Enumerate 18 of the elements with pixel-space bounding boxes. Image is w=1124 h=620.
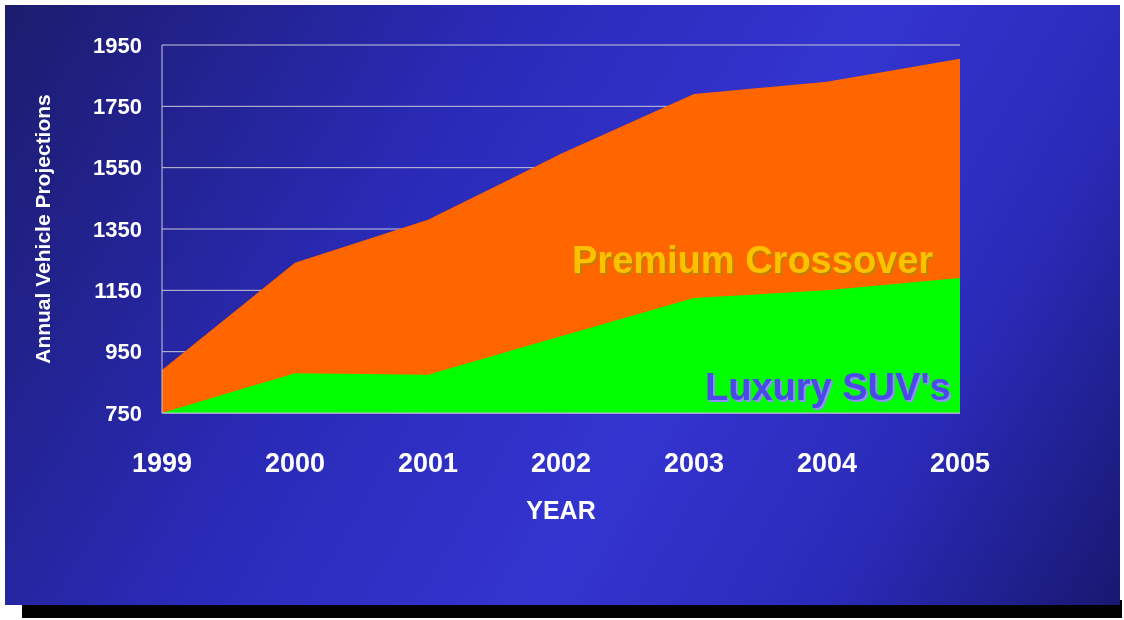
y-tick-label: 1550: [93, 155, 142, 181]
x-tick-label: 2004: [796, 448, 858, 479]
y-axis-title: Annual Vehicle Projections: [31, 94, 55, 364]
x-tick-label: 2000: [264, 448, 326, 479]
y-tick-label: 1950: [93, 32, 142, 58]
series-label: Premium Crossover: [572, 239, 934, 281]
x-tick-label: 2003: [663, 448, 725, 479]
y-tick-label: 950: [105, 339, 142, 365]
x-tick-label: 2002: [530, 448, 592, 479]
x-axis-title: YEAR: [526, 495, 596, 524]
y-tick-label: 750: [105, 400, 142, 426]
x-tick-label: 2001: [397, 448, 459, 479]
x-tick-label: 2005: [929, 448, 991, 479]
y-tick-label: 1350: [93, 216, 142, 242]
x-tick-label: 1999: [131, 448, 193, 479]
series-label: Luxury SUV's: [705, 366, 951, 408]
y-tick-label: 1750: [93, 94, 142, 120]
y-tick-label: 1150: [94, 278, 142, 304]
